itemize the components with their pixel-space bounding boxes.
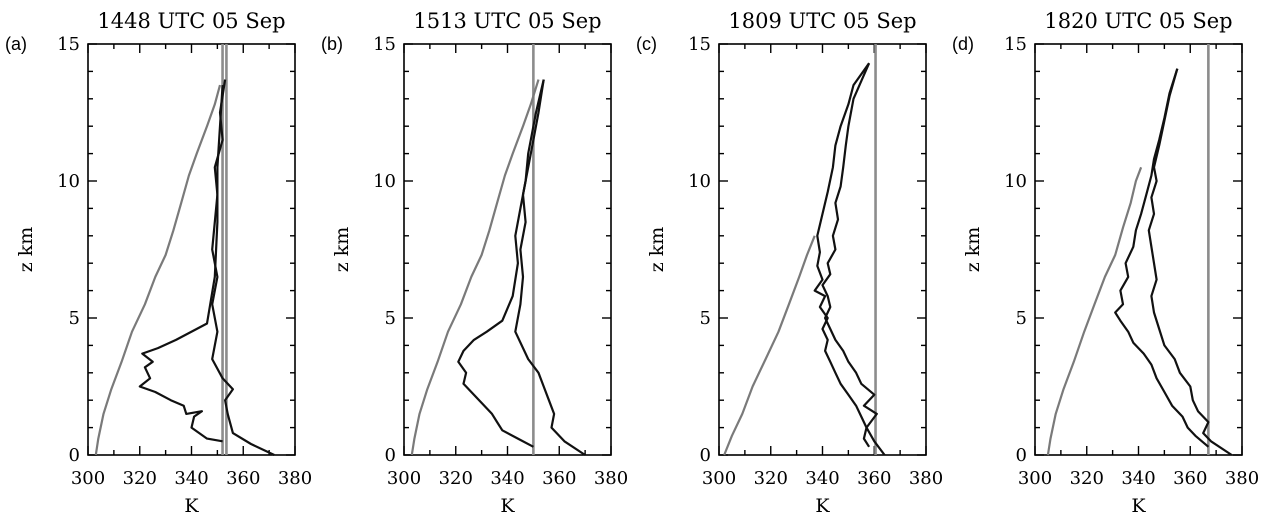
x-tick-label: 360	[542, 468, 576, 489]
series-profile-upper	[821, 62, 886, 456]
plot-frame	[403, 43, 612, 456]
y-tick-label: 15	[57, 34, 80, 55]
y-tick-label: 10	[688, 171, 711, 192]
y-tick-label: 5	[69, 308, 80, 329]
x-tick-label: 360	[226, 468, 260, 489]
y-tick-label: 15	[1004, 34, 1027, 55]
x-tick-label: 340	[174, 468, 208, 489]
chart-panel-1: (a) 1448 UTC 05 Sep 0 5 10 15 300 320 340 360 380 K…	[5, 9, 312, 517]
panel-title: 1809 UTC 05 Sep	[728, 9, 916, 33]
series-profile-lower	[813, 62, 871, 448]
x-axis-label: K	[184, 495, 199, 517]
panel-title: 1820 UTC 05 Sep	[1044, 9, 1232, 33]
series-environment	[1046, 166, 1143, 456]
series-profile-lower	[1114, 68, 1210, 448]
y-axis-label: z km	[646, 227, 668, 273]
series-profile-lower	[138, 85, 224, 443]
x-tick-label: 340	[805, 468, 839, 489]
plot-frame	[87, 43, 296, 456]
x-axis-label: K	[815, 495, 830, 517]
series-environment	[723, 235, 816, 456]
y-tick-label: 15	[688, 34, 711, 55]
y-tick-label: 10	[57, 171, 80, 192]
x-tick-label: 380	[1225, 468, 1259, 489]
x-tick-label: 340	[1121, 468, 1155, 489]
x-tick-label: 300	[702, 468, 736, 489]
x-tick-label: 320	[439, 468, 473, 489]
x-tick-label: 340	[490, 468, 524, 489]
x-tick-label: 320	[1070, 468, 1104, 489]
x-tick-label: 380	[278, 468, 312, 489]
y-tick-label: 0	[1016, 445, 1027, 466]
y-axis-label: z km	[331, 227, 353, 273]
series-environment	[94, 84, 222, 456]
series-profile-upper	[211, 79, 275, 456]
x-axis-label: K	[1131, 495, 1146, 517]
x-tick-label: 380	[594, 468, 628, 489]
series-profile-lower	[457, 79, 545, 448]
y-tick-label: 0	[69, 445, 80, 466]
x-tick-label: 300	[1018, 468, 1052, 489]
panel-title: 1448 UTC 05 Sep	[97, 9, 285, 33]
x-tick-label: 360	[857, 468, 891, 489]
panel-letter: (c)	[636, 34, 657, 54]
panel-letter: (b)	[321, 34, 343, 54]
x-tick-label: 380	[909, 468, 943, 489]
y-axis-label: z km	[15, 227, 37, 273]
y-tick-label: 10	[373, 171, 396, 192]
x-tick-label: 320	[754, 468, 788, 489]
x-tick-label: 300	[71, 468, 105, 489]
panel-title: 1513 UTC 05 Sep	[413, 9, 601, 33]
panel-letter: (a)	[5, 34, 27, 54]
x-tick-label: 300	[387, 468, 421, 489]
y-tick-label: 5	[1016, 308, 1027, 329]
series-profile-upper	[1147, 68, 1233, 456]
y-tick-label: 5	[700, 308, 711, 329]
series-profile-upper	[514, 79, 586, 456]
y-tick-label: 15	[373, 34, 396, 55]
x-tick-label: 320	[123, 468, 157, 489]
y-tick-label: 0	[385, 445, 396, 466]
x-axis-label: K	[500, 495, 515, 517]
y-tick-label: 5	[385, 308, 396, 329]
y-tick-label: 10	[1004, 171, 1027, 192]
y-axis-label: z km	[962, 227, 984, 273]
series-environment	[410, 79, 540, 456]
plot-frame	[1034, 43, 1243, 456]
chart-panel-2: (b) 1513 UTC 05 Sep 0 5 10 15 300 320 340 360 380 K…	[321, 9, 628, 517]
chart-panel-4: (d) 1820 UTC 05 Sep 0 5 10 15 300 320 340 360 380 K…	[952, 9, 1259, 517]
x-tick-label: 360	[1173, 468, 1207, 489]
chart-panel-3: (c) 1809 UTC 05 Sep 0 5 10 15 300 320 340 360 380 K…	[636, 9, 943, 517]
y-tick-label: 0	[700, 445, 711, 466]
panel-letter: (d)	[952, 34, 974, 54]
